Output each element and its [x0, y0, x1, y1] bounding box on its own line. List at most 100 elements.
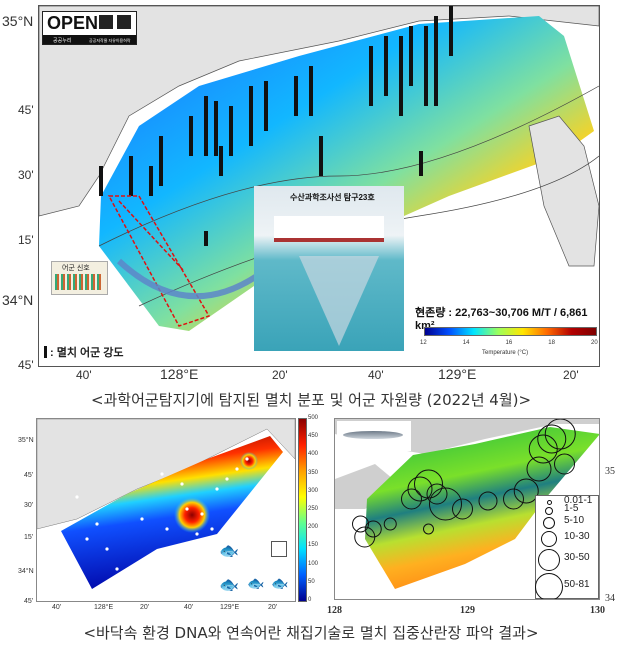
egg-circle — [423, 523, 434, 535]
anchovy-school-bars — [99, 6, 453, 246]
lon-label: 128°E — [94, 604, 114, 611]
lat-label: 34°N — [18, 568, 34, 575]
colorbar-label: Temperature (°C) — [482, 350, 529, 356]
station-dot — [95, 522, 99, 526]
lon-label: 20' — [140, 604, 150, 611]
school-bar — [419, 151, 423, 176]
circle-size-legend: 0.01-1 1-5 5-10 10-30 30-50 50-81 — [535, 495, 599, 599]
colorbar-tick: 20 — [591, 340, 598, 346]
legend-circle-icon — [543, 517, 555, 529]
depth-contour — [98, 85, 599, 247]
colorbar-tick: 450 — [308, 433, 319, 440]
school-bar — [204, 96, 208, 156]
lat-label: 34 — [605, 593, 615, 604]
fish-icon: 🐟 — [219, 577, 239, 594]
egg-circle — [537, 424, 567, 454]
station-dot — [145, 557, 149, 561]
colorbar-tick: 350 — [308, 469, 319, 476]
legend-label: 10-30 — [564, 531, 590, 542]
school-bar — [319, 136, 323, 176]
sonar-beam — [299, 256, 379, 346]
land-mass — [39, 6, 599, 217]
lat-label: 45' — [18, 358, 34, 372]
school-bar — [189, 116, 193, 156]
lon-label: 40' — [52, 604, 62, 611]
colorbar-tick: 250 — [308, 506, 319, 512]
fish-icon: 🐟 — [271, 575, 289, 591]
egg-circle — [401, 488, 422, 510]
egg-circle — [429, 487, 462, 521]
school-bar — [159, 136, 163, 186]
legend-label: 5-10 — [564, 515, 585, 526]
egg-map-panel: 0.01-1 1-5 5-10 10-30 30-50 50-81 — [334, 418, 600, 600]
lat-label: 35 — [605, 466, 615, 477]
transect-box — [107, 195, 211, 327]
lon-label: 129 — [460, 605, 475, 616]
lat-label: 34°N — [2, 292, 34, 308]
station-dot — [215, 487, 219, 491]
station-dot — [245, 457, 249, 461]
lon-label: 129°E — [220, 604, 240, 611]
school-bar — [309, 66, 313, 116]
sample-jar-icon — [271, 541, 287, 557]
colorbar-tick: 200 — [308, 524, 319, 531]
school-bar — [204, 231, 208, 246]
survey-area — [99, 16, 594, 331]
lat-label: 45' — [24, 472, 34, 479]
lon-label: 40' — [76, 368, 92, 382]
legend-circle-icon — [546, 500, 552, 505]
lat-label: 35°N — [2, 13, 34, 29]
curved-arrow — [116, 258, 266, 300]
bar-legend-label: : 멸치 어군 강도 — [50, 347, 124, 359]
lon-label: 20' — [272, 368, 288, 382]
egg-circle — [452, 498, 473, 520]
lon-label: 40' — [368, 368, 384, 382]
lon-label: 40' — [184, 604, 194, 611]
school-bar — [219, 146, 223, 176]
egg-circle — [544, 419, 576, 450]
lon-label: 130 — [590, 605, 605, 616]
lon-label: 20' — [268, 604, 278, 611]
legend-circle-icon — [538, 549, 560, 571]
legend-circle-icon — [541, 531, 557, 547]
lon-label: 129°E — [438, 366, 477, 382]
colorbar-tick: 100 — [308, 560, 319, 567]
fish-icon: 🐟 — [247, 575, 265, 591]
school-bar — [424, 26, 428, 106]
egg-circle — [554, 453, 575, 475]
egg-circle — [503, 488, 524, 510]
bar-legend-icon — [44, 346, 47, 358]
station-dot — [235, 467, 239, 471]
open-license-logo: OPEN 공공누리 공공저작물 자유이용허락 — [42, 11, 137, 45]
legend-label: 1-5 — [564, 503, 579, 514]
edna-map-graphic — [37, 419, 295, 589]
colorbar-tick: 14 — [462, 340, 470, 346]
lat-label: 15' — [18, 233, 34, 247]
hotspot — [174, 497, 210, 533]
school-bar — [99, 166, 103, 196]
station-dot — [225, 477, 229, 481]
egg-circle — [383, 517, 397, 531]
school-bar — [434, 16, 438, 106]
egg-circle — [364, 520, 382, 538]
school-bar — [399, 36, 403, 116]
school-bar — [449, 6, 453, 56]
bottom-caption: <바닥속 환경 DNA와 연속어란 채집기술로 멸치 집중산란장 파악 결과> — [83, 624, 539, 642]
echo-label: 어군 신호 — [62, 265, 90, 272]
station-dot — [85, 537, 89, 541]
lat-label: 15' — [24, 534, 34, 541]
vessel-name: 수산과학조사선 탐구23호 — [290, 193, 375, 202]
egg-circle — [426, 483, 448, 505]
egg-circle — [513, 478, 539, 504]
egg-density-circles — [352, 419, 576, 548]
colorbar-tick: 150 — [308, 542, 319, 549]
station-dot — [185, 507, 189, 511]
egg-circle — [526, 456, 552, 482]
anchovy-photo — [337, 421, 411, 451]
school-bar — [369, 46, 373, 106]
school-bar — [249, 86, 253, 146]
logo-text: OPEN — [47, 13, 99, 33]
top-map-graphic — [39, 6, 599, 331]
logo-no-change-icon — [117, 15, 131, 29]
temperature-colorbar — [424, 327, 597, 336]
